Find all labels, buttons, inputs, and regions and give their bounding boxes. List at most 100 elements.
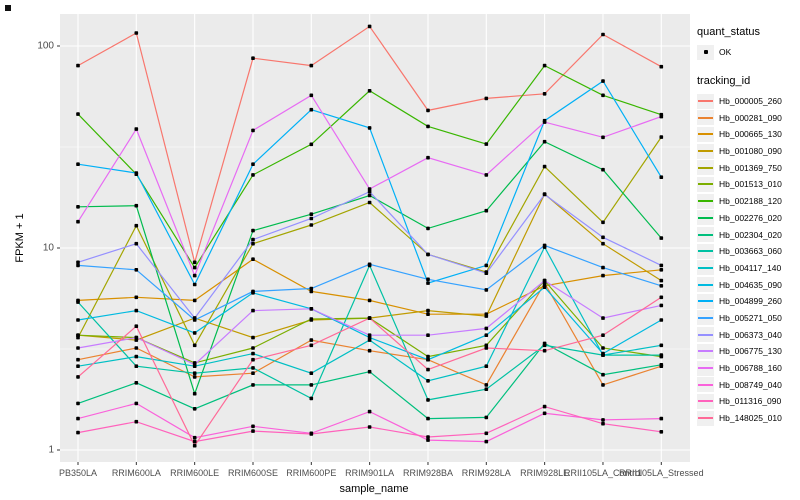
data-point [309, 63, 314, 68]
legend-item-Hb_002276_020: Hb_002276_020 [697, 210, 800, 227]
data-point [309, 142, 314, 147]
data-point [659, 263, 664, 268]
data-point [601, 93, 605, 98]
data-point [76, 112, 80, 116]
data-point [309, 289, 314, 294]
series-color-key-icon [697, 343, 714, 359]
data-point [601, 333, 605, 337]
data-point [134, 364, 139, 368]
data-point [309, 107, 314, 112]
data-point [484, 263, 489, 268]
series-color-key-icon [697, 126, 714, 142]
data-point [367, 333, 372, 337]
legend-item-Hb_004899_260: Hb_004899_260 [697, 293, 800, 310]
data-point [192, 316, 197, 320]
panel-background [60, 14, 690, 462]
legend-item-label: Hb_002188_120 [719, 196, 782, 207]
legend-item-ok: OK [697, 44, 800, 61]
legend-item-label: Hb_006775_130 [719, 346, 782, 357]
data-point [542, 192, 547, 197]
data-point [484, 383, 489, 387]
data-point [601, 383, 605, 387]
legend-item-Hb_011316_090: Hb_011316_090 [697, 393, 800, 410]
data-point [76, 318, 80, 322]
data-point [426, 124, 430, 129]
corner-artifact-mark [5, 5, 11, 11]
data-point [76, 260, 80, 265]
data-point [134, 335, 139, 340]
data-point [601, 220, 605, 225]
data-point [309, 338, 314, 342]
data-point [426, 379, 430, 383]
data-point [251, 162, 255, 166]
data-point [367, 262, 372, 267]
data-point [134, 346, 139, 350]
x-axis-title: sample_name [339, 483, 409, 495]
y-axis-title: FPKM + 1 [14, 213, 26, 263]
data-point [542, 404, 547, 409]
data-point [367, 316, 372, 320]
data-point [542, 411, 547, 416]
data-point [426, 367, 430, 372]
legend-item-label: Hb_001369_750 [719, 162, 782, 173]
data-point [192, 407, 197, 411]
legend-item-Hb_005271_050: Hb_005271_050 [697, 310, 800, 327]
x-tick-label: RRIM600SE [227, 468, 278, 478]
legend-item-Hb_000005_260: Hb_000005_260 [697, 93, 800, 110]
x-tick-label: RRIM600LA [111, 468, 161, 478]
data-point [76, 300, 80, 304]
series-color-key-icon [697, 176, 714, 192]
series-color-key-icon [697, 110, 714, 126]
data-point [484, 431, 489, 436]
data-point [484, 142, 489, 146]
data-point [367, 348, 372, 353]
data-point [659, 303, 664, 308]
legend-item-label: Hb_001513_010 [719, 179, 782, 190]
legend-item-Hb_000281_090: Hb_000281_090 [697, 109, 800, 126]
data-point [367, 298, 372, 303]
x-tick-label: RRIM600PE [286, 468, 337, 478]
data-point [134, 241, 139, 246]
data-point [251, 308, 255, 313]
data-point [426, 398, 430, 402]
data-point [251, 357, 255, 362]
data-point [76, 219, 80, 224]
data-point [309, 212, 314, 216]
data-point [601, 167, 605, 172]
data-point [601, 79, 605, 83]
legend-item-label: Hb_006373_040 [719, 329, 782, 340]
legend-item-label: Hb_002276_020 [719, 212, 782, 223]
data-point [426, 226, 430, 231]
data-point [309, 383, 314, 387]
series-color-key-icon [697, 277, 714, 293]
series-color-key-icon [697, 143, 714, 159]
data-point [659, 175, 664, 179]
legend-item-label: Hb_005271_050 [719, 312, 782, 323]
data-point [192, 362, 197, 367]
series-color-key-icon [697, 193, 714, 209]
series-color-key-icon [697, 210, 714, 226]
data-point [251, 366, 255, 370]
data-point [76, 416, 80, 421]
data-point [251, 346, 255, 350]
legend-item-label: Hb_004117_140 [719, 262, 782, 273]
series-color-key-icon [697, 410, 714, 426]
y-tick-label: 100 [37, 40, 54, 52]
data-point [426, 354, 430, 359]
data-point [251, 56, 255, 60]
data-point [542, 278, 547, 283]
quant-status-legend-title: quant_status [697, 26, 760, 38]
data-point [484, 173, 489, 177]
data-point [659, 430, 664, 434]
y-tick-label: 10 [42, 242, 54, 254]
legend-item-Hb_006788_160: Hb_006788_160 [697, 360, 800, 377]
data-point [484, 387, 489, 391]
data-point [76, 430, 80, 435]
data-point [367, 89, 372, 93]
data-point [426, 438, 430, 442]
data-point [426, 435, 430, 439]
data-point [192, 298, 197, 303]
data-point [134, 401, 139, 406]
